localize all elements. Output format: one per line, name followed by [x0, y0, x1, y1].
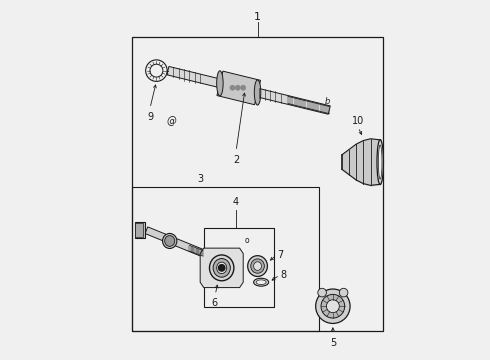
Text: 6: 6 — [212, 298, 218, 309]
Text: 2: 2 — [233, 155, 239, 165]
Circle shape — [235, 85, 240, 90]
Ellipse shape — [163, 233, 177, 248]
Bar — [132, 187, 318, 330]
Bar — [132, 37, 383, 330]
Polygon shape — [200, 248, 243, 288]
Circle shape — [241, 85, 245, 90]
Ellipse shape — [378, 145, 382, 179]
Text: 9: 9 — [147, 112, 153, 122]
Bar — [204, 228, 274, 307]
Ellipse shape — [217, 71, 223, 96]
Circle shape — [316, 289, 350, 323]
Ellipse shape — [213, 258, 230, 277]
Circle shape — [321, 294, 344, 318]
Ellipse shape — [217, 262, 227, 274]
Ellipse shape — [213, 258, 230, 277]
Polygon shape — [167, 67, 330, 114]
Ellipse shape — [217, 262, 227, 274]
Circle shape — [146, 60, 167, 81]
Circle shape — [219, 265, 225, 271]
Circle shape — [326, 300, 339, 313]
Polygon shape — [145, 227, 205, 257]
Text: b: b — [325, 96, 330, 105]
Text: 3: 3 — [197, 174, 203, 184]
Circle shape — [219, 265, 225, 271]
Ellipse shape — [247, 256, 268, 276]
Text: o: o — [245, 237, 249, 246]
Text: 1: 1 — [254, 12, 261, 22]
Polygon shape — [217, 71, 261, 105]
Circle shape — [339, 288, 348, 297]
Text: 5: 5 — [330, 338, 336, 348]
Circle shape — [150, 64, 163, 77]
Ellipse shape — [210, 255, 234, 281]
Bar — [135, 222, 145, 238]
Bar — [135, 223, 143, 237]
Text: 10: 10 — [352, 116, 364, 126]
Ellipse shape — [210, 255, 234, 281]
Ellipse shape — [254, 80, 261, 105]
Text: 7: 7 — [277, 250, 284, 260]
Text: 4: 4 — [233, 197, 239, 207]
Text: 8: 8 — [281, 270, 287, 280]
Text: @: @ — [167, 116, 176, 126]
Circle shape — [318, 288, 326, 297]
Ellipse shape — [254, 278, 269, 286]
Ellipse shape — [254, 262, 262, 270]
Ellipse shape — [251, 259, 265, 273]
Circle shape — [230, 85, 235, 90]
Ellipse shape — [165, 235, 175, 246]
Ellipse shape — [256, 280, 266, 284]
Ellipse shape — [377, 140, 383, 184]
